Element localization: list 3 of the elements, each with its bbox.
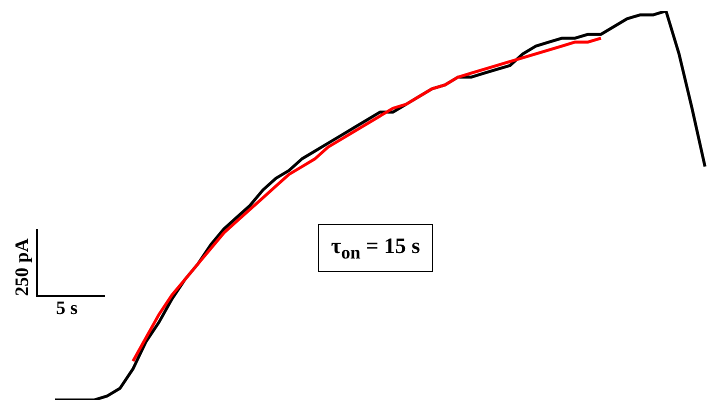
annotation: τ$_{on}$ = 15 s [318,224,434,272]
text: 250 pA [12,238,34,296]
annotation: 5 s [56,298,78,320]
